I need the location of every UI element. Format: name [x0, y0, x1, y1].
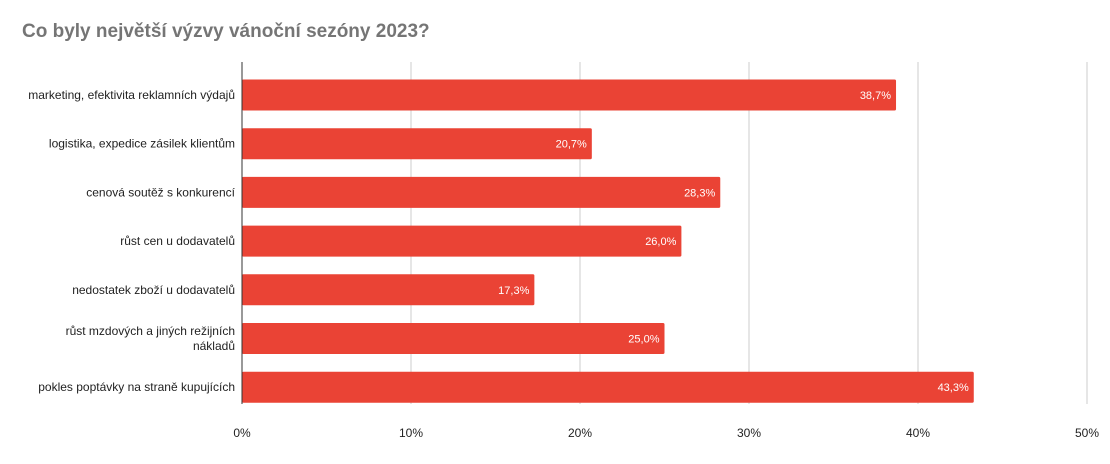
- x-tick-label: 0%: [233, 426, 251, 440]
- data-label: 43,3%: [938, 382, 969, 394]
- bar: [242, 128, 592, 160]
- category-label: nedostatek zboží u dodavatelů: [72, 283, 235, 297]
- category-label: nákladů: [193, 339, 235, 353]
- data-label: 20,7%: [556, 139, 587, 151]
- category-label: růst mzdových a jiných režijních: [66, 324, 235, 338]
- category-label: pokles poptávky na straně kupujících: [38, 380, 235, 394]
- chart-title: Co byly největší výzvy vánoční sezóny 20…: [22, 21, 430, 42]
- bar: [242, 371, 974, 403]
- category-label: cenová soutěž s konkurencí: [86, 185, 235, 199]
- category-label: růst cen u dodavatelů: [120, 234, 235, 248]
- bar: [242, 225, 682, 257]
- bar: [242, 79, 897, 111]
- data-label: 17,3%: [498, 285, 529, 297]
- x-tick-label: 40%: [906, 426, 930, 440]
- data-label: 25,0%: [628, 334, 659, 346]
- x-tick-label: 20%: [568, 426, 592, 440]
- category-label: logistika, expedice zásilek klientům: [49, 137, 235, 151]
- x-tick-label: 10%: [399, 426, 423, 440]
- x-tick-label: 50%: [1075, 426, 1099, 440]
- category-label: marketing, efektivita reklamních výdajů: [28, 88, 235, 102]
- bar: [242, 274, 535, 306]
- data-label: 28,3%: [684, 187, 715, 199]
- data-label: 26,0%: [645, 236, 676, 248]
- bar: [242, 323, 665, 354]
- data-label: 38,7%: [860, 90, 891, 102]
- x-tick-label: 30%: [737, 426, 761, 440]
- bar: [242, 176, 721, 208]
